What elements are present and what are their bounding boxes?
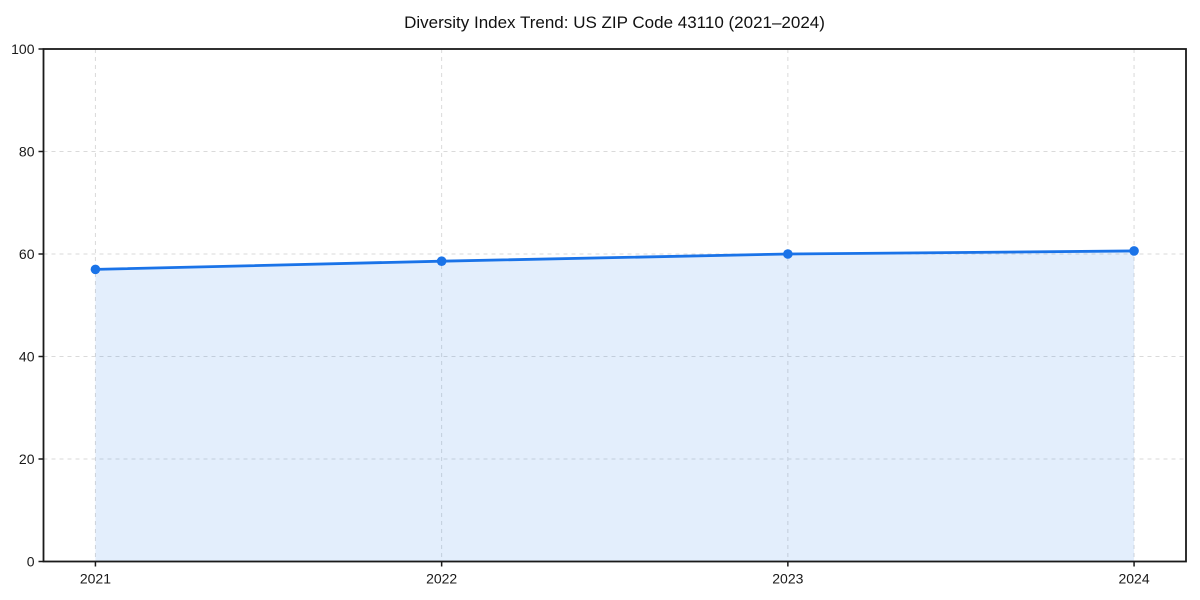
data-point-2022 <box>436 256 447 266</box>
plot-frame <box>42 48 1187 563</box>
y-tick-label-40: 40 <box>19 349 35 365</box>
data-point-2023 <box>783 249 793 259</box>
x-tick-label-2023: 2023 <box>772 571 803 587</box>
data-point-2021 <box>90 264 101 275</box>
y-tick-label-80: 80 <box>19 144 35 160</box>
y-tick-label-100: 100 <box>11 41 35 57</box>
x-tick-label-2024: 2024 <box>1118 571 1149 587</box>
x-tick-label-2022: 2022 <box>426 571 457 587</box>
y-tick-label-60: 60 <box>19 246 35 262</box>
y-tick-label-0: 0 <box>27 554 35 570</box>
area-fill <box>95 250 1135 562</box>
chart-title: Diversity Index Trend: US ZIP Code 43110… <box>404 13 825 32</box>
y-tick-label-20: 20 <box>19 451 35 467</box>
x-tick-label-2021: 2021 <box>80 571 111 587</box>
trend-line <box>94 249 1136 271</box>
data-point-2024 <box>1129 246 1139 256</box>
